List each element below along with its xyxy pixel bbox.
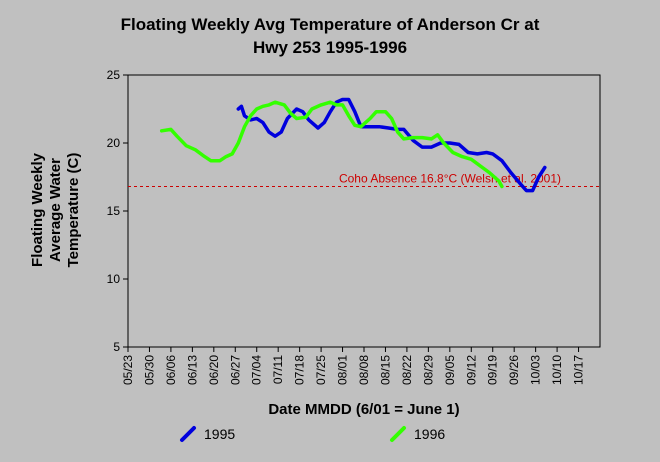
- x-tick-label: 08/08: [357, 355, 371, 385]
- x-tick-label: 07/11: [271, 355, 285, 384]
- y-tick-label: 20: [107, 136, 121, 150]
- series-line-1996: [159, 100, 504, 189]
- legend-swatch-1995: [180, 426, 196, 442]
- x-tick-label: 10/17: [572, 355, 586, 385]
- x-tick-label: 07/04: [250, 355, 264, 385]
- legend-label-1996: 1996: [414, 426, 445, 442]
- chart-title-line-2: Hwy 253 1995-1996: [253, 38, 407, 57]
- x-tick-label: 05/23: [121, 355, 135, 385]
- x-tick-label: 08/01: [336, 355, 350, 385]
- threshold-label: Coho Absence 16.8°C (Welsh et al. 2001): [339, 172, 561, 186]
- x-tick-label: 08/22: [400, 355, 414, 385]
- y-tick-label: 10: [107, 272, 121, 286]
- legend-label-1995: 1995: [204, 426, 235, 442]
- y-axis-title-line-3: Temperature (C): [65, 153, 82, 268]
- x-tick-label: 09/12: [464, 355, 478, 385]
- plot-area: [127, 74, 601, 348]
- x-tick-label: 09/19: [486, 355, 500, 385]
- x-axis: 05/23 05/30 06/06 06/13 06/20 06/27 07/04 07/11…: [121, 347, 586, 385]
- x-tick-label: 10/03: [529, 355, 543, 385]
- y-axis: 5 10 15 20 25: [107, 68, 128, 354]
- y-axis-title-line-1: Floating Weekly: [29, 152, 46, 267]
- legend: 1995 1996: [180, 426, 445, 442]
- x-tick-label: 06/27: [228, 355, 242, 385]
- y-axis-title-line-2: Average Water: [47, 158, 64, 262]
- x-tick-label: 08/15: [378, 355, 392, 385]
- series-line-1995: [236, 97, 547, 193]
- threshold: Coho Absence 16.8°C (Welsh et al. 2001): [128, 172, 600, 188]
- x-tick-label: 07/18: [293, 355, 307, 385]
- y-tick-label: 25: [107, 68, 121, 82]
- x-tick-label: 05/30: [142, 355, 156, 385]
- x-tick-label: 10/10: [550, 355, 564, 385]
- x-tick-label: 06/06: [164, 355, 178, 385]
- x-tick-label: 09/05: [443, 355, 457, 385]
- legend-swatch-1996: [390, 426, 406, 442]
- x-axis-title: Date MMDD (6/01 = June 1): [268, 401, 459, 418]
- x-tick-label: 07/25: [314, 355, 328, 385]
- chart-title-line-1: Floating Weekly Avg Temperature of Ander…: [121, 15, 540, 34]
- x-tick-label: 09/26: [507, 355, 521, 385]
- x-tick-label: 06/13: [185, 355, 199, 385]
- y-tick-label: 15: [107, 204, 121, 218]
- y-axis-title: Floating Weekly Average Water Temperatur…: [29, 152, 82, 267]
- series-lines: [159, 97, 547, 193]
- x-tick-label: 06/20: [207, 355, 221, 385]
- y-tick-label: 5: [113, 340, 120, 354]
- x-tick-label: 08/29: [421, 355, 435, 385]
